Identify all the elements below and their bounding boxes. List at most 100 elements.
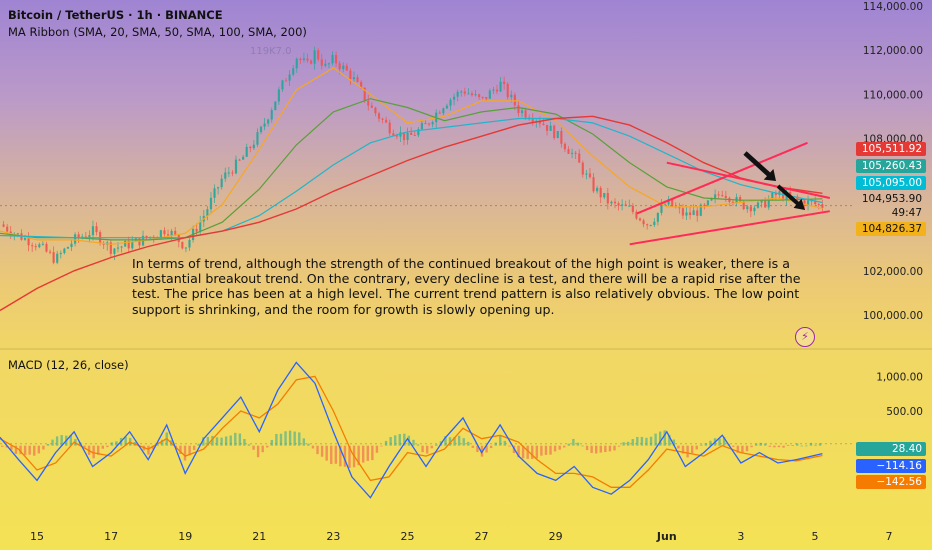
macd-histogram-bar <box>106 445 109 448</box>
macd-histogram-bar <box>46 444 50 446</box>
macd-histogram-bar <box>658 431 662 446</box>
macd-histogram-bar <box>160 439 164 446</box>
candle-body <box>463 91 466 94</box>
candle-body <box>520 110 524 114</box>
macd-histogram-bar <box>741 445 744 453</box>
candle-body <box>309 60 313 64</box>
candle-body <box>603 192 606 198</box>
candle-body <box>517 105 520 114</box>
candle-body <box>606 192 609 204</box>
macd-histogram-bar <box>626 441 630 446</box>
macd-histogram-bar <box>677 445 680 449</box>
price-axis-tick: 112,000.00 <box>863 45 923 57</box>
candle-body <box>209 197 213 210</box>
macd-histogram-bar <box>261 445 264 453</box>
candle-body <box>671 199 674 207</box>
candle-body <box>667 199 670 205</box>
candle-body <box>195 228 198 232</box>
macd-histogram-bar <box>700 444 703 446</box>
candle-body <box>317 50 320 60</box>
x-axis-tick: 15 <box>30 530 44 543</box>
candle-body <box>467 93 470 95</box>
price-axis-tick: 100,000.00 <box>863 310 923 322</box>
macd-histogram-bar <box>151 445 155 450</box>
macd-histogram-bar <box>576 442 580 446</box>
candle-body <box>449 99 452 106</box>
macd-histogram-bar <box>759 442 762 446</box>
candle-body <box>685 212 688 216</box>
candle-body <box>120 246 123 248</box>
candle-body <box>224 172 227 179</box>
x-axis-tick: 21 <box>252 530 266 543</box>
macd-histogram-bar <box>668 434 671 446</box>
sma100-price-label: 105,095.00 <box>856 176 926 190</box>
macd-histogram-bar <box>229 435 232 446</box>
candle-body <box>242 156 245 160</box>
candle-body <box>281 80 284 90</box>
candle-body <box>460 91 463 93</box>
sma50-price-label: 105,260.43 <box>856 159 926 173</box>
macd-histogram-bar <box>224 436 228 446</box>
macd-histogram-bar <box>563 445 566 448</box>
ma-line-ma200 <box>0 115 823 312</box>
candle-body <box>663 204 667 206</box>
candle-body <box>23 237 27 240</box>
candle-body <box>660 204 663 213</box>
macd-histogram-bar <box>284 431 287 446</box>
macd-histogram-bar <box>357 445 360 466</box>
candle-body <box>621 204 624 206</box>
macd-histogram-bar <box>503 440 507 446</box>
candle-body <box>259 126 263 133</box>
lightning-bolt-icon[interactable]: ⚡ <box>795 327 815 347</box>
macd-histogram-bar <box>51 439 54 446</box>
candle-body <box>710 198 713 201</box>
candle-body <box>688 212 692 216</box>
macd-histogram-bar <box>590 445 593 453</box>
x-axis-tick: 29 <box>549 530 563 543</box>
macd-histogram-bar <box>334 445 337 464</box>
macd-histogram-bar <box>540 445 543 456</box>
candle-body <box>217 187 220 189</box>
candle-body <box>563 143 567 150</box>
macd-histogram-bar <box>252 445 255 450</box>
macd-histogram-bar <box>398 434 401 446</box>
macd-histogram-bar <box>613 445 616 451</box>
candle-body <box>635 211 638 219</box>
macd-histogram-bar <box>476 445 479 453</box>
macd-histogram-bar <box>275 433 278 446</box>
annotation-text: In terms of trend, although the strength… <box>132 256 801 317</box>
candle-body <box>456 91 459 97</box>
candle-body <box>70 243 73 248</box>
macd-histogram-bar <box>604 445 607 453</box>
macd-histogram-bar <box>416 444 420 446</box>
macd-histogram-bar <box>339 445 342 467</box>
candle-body <box>531 119 534 122</box>
candle-body <box>227 172 230 174</box>
macd-line <box>0 361 823 499</box>
candle-body <box>245 146 248 157</box>
candle-body <box>703 204 706 206</box>
macd-histogram-bar <box>202 437 205 446</box>
candle-body <box>395 135 398 137</box>
down-arrow-icon <box>743 151 776 181</box>
macd-histogram-bar <box>366 445 369 461</box>
x-axis-tick: 25 <box>400 530 414 543</box>
x-axis-tick: 19 <box>178 530 192 543</box>
candle-body <box>63 248 66 254</box>
candle-body <box>406 132 409 141</box>
x-axis-tick: 3 <box>737 530 744 543</box>
candle-body <box>599 187 602 198</box>
macd-histogram-bar <box>211 435 214 446</box>
macd-histogram-bar <box>243 438 246 446</box>
macd-histogram-bar <box>435 444 438 446</box>
candle-body <box>102 243 105 245</box>
candle-body <box>678 207 681 209</box>
macd-histogram-bar <box>599 445 602 453</box>
candle-body <box>560 131 563 144</box>
candle-body <box>424 123 427 125</box>
macd-histogram-bar <box>83 445 86 448</box>
candle-body <box>692 210 695 216</box>
candle-body <box>610 201 613 204</box>
candle-body <box>714 194 717 199</box>
macd-histogram-bar <box>1 445 4 447</box>
